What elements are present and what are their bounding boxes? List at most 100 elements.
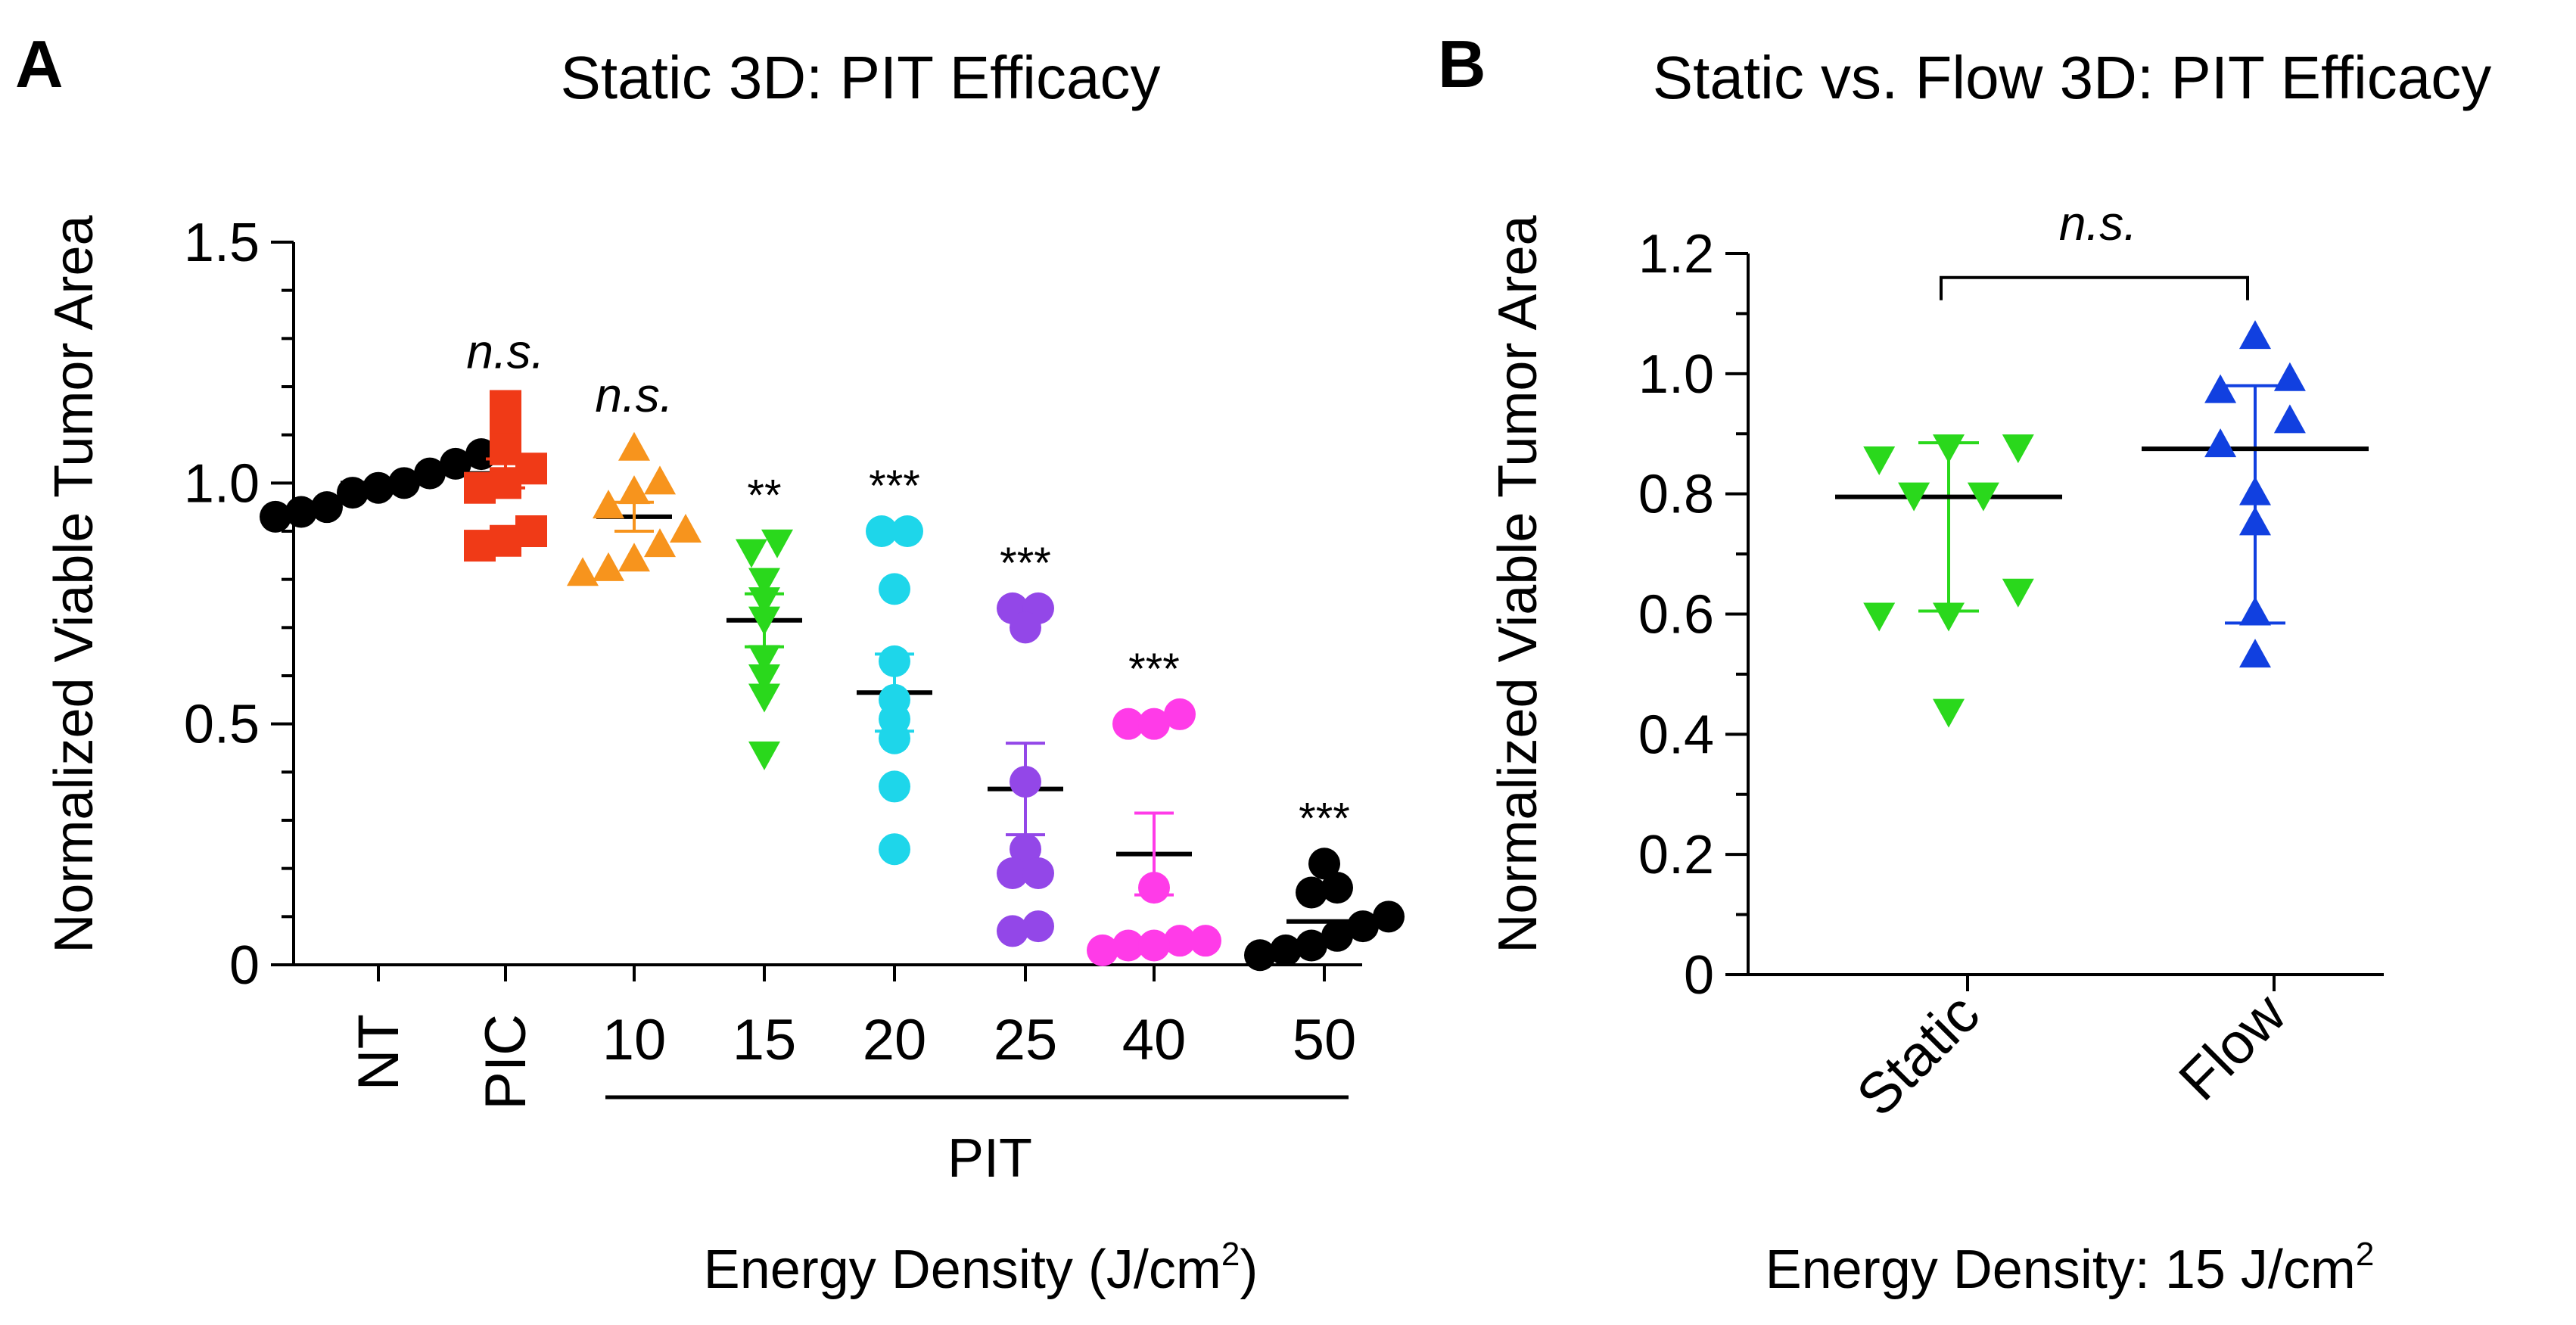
panel-a-data-point <box>879 573 910 605</box>
panel-a-data-point <box>644 528 676 558</box>
panel-a-data-point <box>285 496 317 528</box>
panel-a-data-point <box>644 465 676 495</box>
panel-a-data-point <box>748 664 780 693</box>
panel-a-data-point <box>1010 766 1041 798</box>
panel-a-category-label: 20 <box>863 1008 927 1072</box>
panel-a-data-point <box>311 491 343 524</box>
panel-a-x-axis-title: Energy Density (J/cm2) <box>704 1236 1258 1300</box>
panel-a-group-50: *** <box>1244 794 1405 972</box>
panel-a-category-label: 25 <box>994 1008 1058 1072</box>
panel-a-data-point <box>997 857 1028 890</box>
panel-a-letter: A <box>15 26 64 101</box>
panel-b-category-label: Static <box>1845 981 1993 1129</box>
panel-b-data-point <box>2273 404 2306 434</box>
panel-a-data-point <box>593 552 624 581</box>
panel-a-data-point <box>879 645 910 677</box>
panel-a-data-point <box>748 683 780 713</box>
panel-a-group-10: n.s. <box>567 368 702 586</box>
panel-b-data-point <box>1898 482 1930 512</box>
panel-a-data-point <box>1022 857 1054 890</box>
panel-a-data-point <box>1373 900 1405 933</box>
panel-a-significance-label: n.s. <box>595 368 673 422</box>
panel-a-data-point <box>748 568 780 597</box>
panel-a-data-point <box>879 770 910 803</box>
panel-a-data-point <box>748 587 780 617</box>
panel-a-significance-label: ** <box>747 471 781 521</box>
panel-b-data-point <box>2239 320 2271 350</box>
panel-b-y-tick-label: 0 <box>1684 945 1714 1006</box>
panel-a-data-point <box>1296 876 1327 909</box>
panel-a-data-point <box>618 431 650 461</box>
panel-a-category-label: NT <box>347 1014 411 1090</box>
panel-a-data-point <box>879 833 910 866</box>
panel-a-data-point <box>1321 872 1353 904</box>
panel-a-data-point <box>567 557 599 586</box>
panel-a-data-point <box>1270 934 1302 966</box>
panel-a-data-point <box>748 606 780 636</box>
panel-a-category-label: 10 <box>602 1008 667 1072</box>
panel-b-y-tick-label: 1.0 <box>1638 344 1714 405</box>
panel-b-data-point <box>2239 639 2271 668</box>
panel-a-data-point <box>1164 698 1196 730</box>
panel-b-data-point <box>2002 434 2034 464</box>
panel-a-y-tick-label: 0.5 <box>184 695 260 755</box>
panel-a-data-point <box>414 457 446 490</box>
panel-a-category-label: 50 <box>1293 1008 1357 1072</box>
panel-a-data-point <box>1138 872 1170 904</box>
panel-b-data-point <box>1933 602 1965 632</box>
panel-b-data-point <box>2204 374 2237 403</box>
panel-a-data-point <box>440 447 471 480</box>
panel-a-title: Static 3D: PIT Efficacy <box>561 44 1161 111</box>
panel-b-y-tick-label: 0.2 <box>1638 825 1714 885</box>
panel-a-data-point <box>1190 925 1221 957</box>
panel-a-significance-label: *** <box>1299 794 1350 843</box>
panel-b-data-point <box>2273 362 2306 391</box>
panel-a-data-point <box>866 515 898 547</box>
panel-b-category-label: Flow <box>2167 981 2298 1112</box>
panel-a-data-point <box>670 514 702 543</box>
panel-b-group-Flow <box>2142 320 2369 668</box>
panel-a-category-label: PIC <box>474 1014 538 1110</box>
panel-b-y-tick-label: 0.4 <box>1638 704 1714 765</box>
panel-b-data-point <box>2239 476 2271 505</box>
panel-a-data-point <box>761 529 793 558</box>
panel-a-plot: 00.51.01.5NT PIC 10 15 20 25 40 50n.s.n.s.** ***… <box>184 213 1405 1110</box>
panel-a-data-point <box>464 530 496 562</box>
panel-a-data-point <box>337 477 369 509</box>
panel-b-plot: 0 0.2 0.4 0.6 0.8 1.0 1.2 Static Flow n.s. <box>1638 196 2384 1129</box>
panel-a-data-point <box>748 741 780 770</box>
panel-a-group-15: ** <box>726 471 802 770</box>
panel-a-significance-label: n.s. <box>466 324 544 378</box>
panel-a-data-point <box>1308 848 1340 880</box>
panel-a-group-PIC: n.s. <box>464 324 547 562</box>
panel-a-data-point <box>465 438 497 471</box>
panel-a-data-point <box>879 722 910 754</box>
panel-a-group-40: *** <box>1087 645 1221 966</box>
panel-b-data-point <box>1933 434 1965 464</box>
panel-a-data-point <box>1138 708 1170 740</box>
panel-a-category-label: 15 <box>733 1008 797 1072</box>
panel-b-y-axis-title: Normalized Viable Tumor Area <box>1488 214 1548 953</box>
panel-a-data-point <box>362 471 394 504</box>
panel-a-data-point <box>1138 929 1170 962</box>
panel-b-data-point <box>2002 578 2034 608</box>
panel-a-data-point <box>1022 910 1054 943</box>
panel-a-data-point <box>388 467 420 499</box>
panel-a-data-point <box>1010 833 1041 866</box>
panel-b-comparison-label: n.s. <box>2059 196 2137 250</box>
panel-a-y-tick-label: 1.5 <box>184 213 260 273</box>
panel-a-category-label: 40 <box>1122 1008 1187 1072</box>
panel-a-group-20: *** <box>857 462 932 866</box>
panel-a-data-point <box>1010 611 1041 644</box>
panel-a-group-label: PIT <box>947 1128 1032 1189</box>
panel-b-letter: B <box>1438 26 1486 101</box>
panel-b-group-Static <box>1835 434 2062 728</box>
panel-a-data-point <box>464 471 496 504</box>
panel-b-data-point <box>1863 446 1896 476</box>
panel-b-data-point <box>1967 482 1999 512</box>
panel-a-data-point <box>997 915 1028 947</box>
panel-a-data-point <box>1164 925 1196 957</box>
panel-b-data-point <box>2204 428 2237 458</box>
panel-a-data-point <box>1296 929 1327 962</box>
